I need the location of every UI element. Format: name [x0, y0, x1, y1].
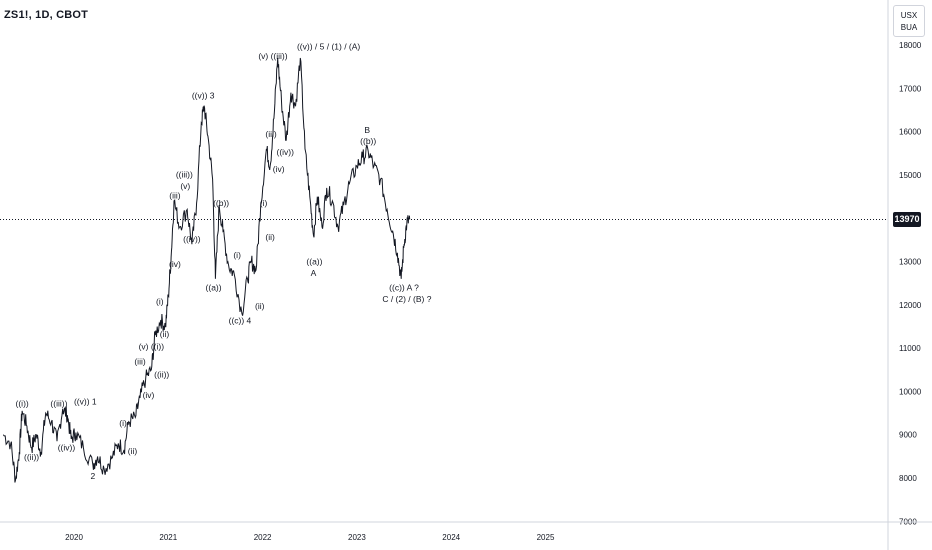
wave-label: A: [311, 268, 317, 278]
wave-label: (i): [156, 296, 164, 306]
wave-label: (ii): [160, 329, 170, 339]
wave-label: ((i)): [16, 399, 29, 409]
wave-label: (v) ((iii)): [258, 51, 287, 61]
y-tick-label: 12000: [899, 301, 922, 310]
wave-label: B: [364, 125, 370, 135]
y-tick-label: 17000: [899, 84, 922, 93]
wave-label: 2: [90, 471, 95, 481]
x-tick-label: 2023: [348, 533, 366, 542]
wave-label: (iii): [169, 190, 180, 200]
y-tick-label: 16000: [899, 128, 922, 137]
currency-unit-box[interactable]: USX BUA: [893, 5, 925, 37]
wave-label: ((iv)): [276, 147, 294, 157]
wave-label: (ii): [265, 232, 275, 242]
wave-label: ((ii)): [24, 452, 39, 462]
wave-label: (ii): [255, 301, 265, 311]
y-tick-label: 13000: [899, 258, 922, 267]
y-tick-label: 18000: [899, 41, 922, 50]
wave-label: ((v)) 1: [74, 396, 97, 406]
wave-label: ((iii)): [50, 399, 67, 409]
wave-label: ((b)): [360, 136, 376, 146]
wave-label: C / (2) / (B) ?: [382, 294, 431, 304]
price-axis[interactable]: 7000800090001000011000120001300014000150…: [887, 0, 922, 550]
y-tick-label: 11000: [899, 344, 921, 353]
wave-label: (iv): [273, 164, 285, 174]
wave-label: ((v)) / 5 / (1) / (A): [297, 41, 360, 51]
y-tick-label: 10000: [899, 387, 922, 396]
y-tick-label: 8000: [899, 474, 917, 483]
wave-label: ((c)) A ?: [389, 283, 419, 293]
wave-label: (iv): [143, 390, 155, 400]
wave-label: (iv): [169, 259, 181, 269]
wave-label: ((iii)): [176, 169, 193, 179]
unit-line-2: BUA: [900, 23, 918, 32]
x-tick-label: 2020: [65, 533, 83, 542]
wave-label: ((c)) 4: [229, 315, 252, 325]
wave-label: ((v)) 3: [192, 90, 215, 100]
symbol-title[interactable]: ZS1!, 1D, CBOT: [4, 9, 89, 21]
unit-line-1: USX: [900, 11, 918, 20]
y-tick-label: 15000: [899, 171, 922, 180]
x-tick-label: 2025: [537, 533, 555, 542]
wave-label: (v) ((i)): [139, 341, 165, 351]
x-tick-label: 2022: [254, 533, 272, 542]
wave-label: ((b)): [213, 198, 229, 208]
wave-label: (iii): [265, 129, 276, 139]
x-tick-label: 2024: [442, 533, 460, 542]
wave-label: ((a)): [306, 257, 322, 267]
wave-label: (v): [180, 181, 190, 191]
last-price-tag: 13970: [893, 211, 921, 227]
wave-label: ((iv)): [58, 442, 76, 452]
wave-label: (i): [119, 418, 127, 428]
wave-label: ((a)): [206, 283, 222, 293]
wave-label: (i): [233, 250, 241, 260]
x-tick-label: 2021: [159, 533, 177, 542]
price-series-line: [2, 57, 411, 483]
wave-label: (i): [260, 198, 268, 208]
y-tick-label: 9000: [899, 431, 917, 440]
time-axis[interactable]: 2020 2021 2022 2023 2024 2025: [0, 521, 932, 542]
wave-label: (iii): [134, 357, 145, 367]
wave-label: ((ii)): [154, 370, 169, 380]
wave-label: ((iv)): [183, 234, 201, 244]
wave-annotations: ((i))((ii))((iii))((iv))((v)) 12(i)(ii)(…: [16, 41, 432, 481]
wave-label: (ii): [128, 446, 138, 456]
